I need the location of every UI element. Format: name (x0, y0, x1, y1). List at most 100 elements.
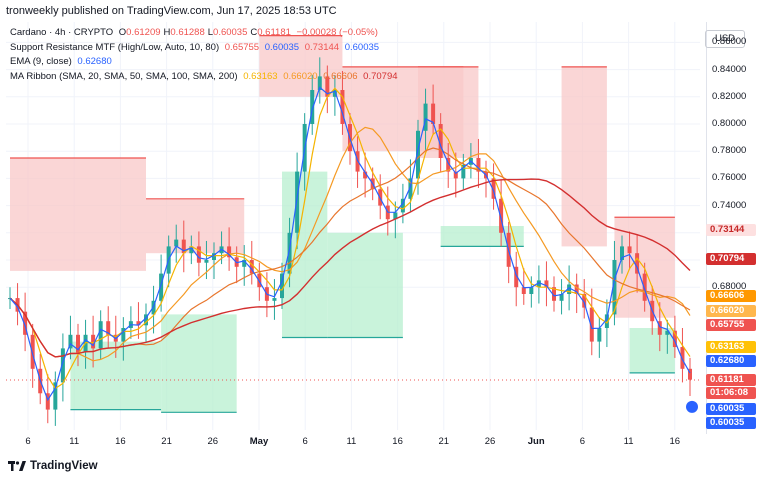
legend-ema-row[interactable]: EMA (9, close) 0.62680 (10, 55, 398, 70)
candle-body (597, 328, 602, 342)
candle-body (60, 348, 65, 383)
candle-body (295, 171, 300, 233)
y-tick-label: 0.84000 (712, 63, 747, 75)
candle-body (280, 273, 284, 299)
sr-value-4: 0.60035 (344, 41, 380, 53)
candle-body (620, 246, 624, 260)
price-tag: 0.70794 (706, 253, 756, 265)
price-tag: 0.60035 (706, 403, 756, 415)
candle-body (317, 76, 322, 90)
tradingview-logo-icon (8, 461, 26, 471)
ribbon-value-1: 0.63163 (243, 70, 278, 82)
event-flag-icon (686, 400, 698, 413)
x-tick-label: 26 (207, 436, 219, 447)
candle-body (68, 334, 73, 349)
price-tag: 0.63163 (706, 341, 756, 353)
publisher-line: tronweekly published on TradingView.com,… (6, 5, 337, 17)
price-tag: 0.65755 (706, 319, 756, 331)
candle-body (30, 334, 35, 369)
x-tick-label: 11 (623, 436, 634, 447)
y-tick-label: 0.80000 (712, 118, 747, 129)
candle-body (604, 314, 609, 328)
ohlc-value: 0.61181 (257, 27, 291, 38)
x-tick-label: 6 (579, 436, 586, 447)
candle-body (144, 314, 148, 326)
candle-body (189, 246, 194, 254)
candle-body (514, 266, 519, 288)
candle-body (446, 158, 451, 172)
x-tick-label: 26 (484, 436, 496, 447)
candle-body (363, 171, 368, 179)
currency-button[interactable]: USD (705, 30, 745, 48)
ohlc-key: C (250, 27, 258, 38)
resistance-zone (418, 66, 479, 158)
candle-body (53, 382, 58, 410)
support-zone (327, 232, 403, 338)
resistance-zone (146, 198, 245, 254)
x-tick-label: 11 (346, 436, 357, 447)
x-tick-label: May (249, 436, 269, 447)
sr-value-2: 0.60035 (264, 41, 300, 53)
legend-ribbon-row[interactable]: MA Ribbon (SMA, 20, SMA, 50, SMA, 100, S… (10, 70, 398, 85)
symbol-name[interactable]: Cardano · 4h · CRYPTO (10, 27, 114, 38)
candle-body (453, 171, 458, 179)
tradingview-footer: TradingView (8, 460, 98, 472)
candle-body (544, 280, 549, 288)
candle-body (196, 246, 201, 263)
candle-body (340, 90, 345, 124)
ohlc-l: L0.60035 (208, 27, 248, 38)
chart-legend: Cardano · 4h · CRYPTO O0.61209 H0.61288 L0… (10, 26, 398, 84)
ohlc-key: H (163, 27, 171, 38)
price-tag: 0.60035 (706, 417, 756, 429)
price-tag: 0.66606 (706, 290, 756, 302)
y-tick-label: 0.74000 (712, 199, 747, 211)
price-tag: 0.73144 (706, 224, 756, 236)
candle-body (204, 260, 209, 263)
ohlc-value: 0.60035 (213, 27, 248, 38)
y-tick-label: 0.82000 (712, 90, 747, 102)
legend-sr-row[interactable]: Support Resistance MTF (High/Low, Auto, … (10, 41, 398, 56)
x-tick-label: 21 (161, 436, 172, 447)
ribbon-value-4: 0.70794 (363, 70, 398, 82)
ohlc-key: L (207, 27, 214, 38)
candle-body (400, 198, 405, 213)
x-tick-label: 6 (302, 436, 308, 447)
x-tick-label: 11 (69, 436, 80, 447)
ribbon-indicator-label: MA Ribbon (SMA, 20, SMA, 50, SMA, 100, S… (10, 70, 238, 82)
candle-body (121, 328, 126, 342)
candle-body (499, 198, 504, 233)
candle-body (491, 178, 496, 199)
candle-body (45, 393, 50, 410)
change-value: −0.00028 (−0.05%) (296, 27, 378, 38)
sr-value-1: 0.65755 (224, 41, 260, 53)
candle-body (242, 260, 247, 267)
candle-body (521, 287, 526, 294)
candle-body (665, 330, 670, 335)
y-tick-label: 0.76000 (712, 172, 747, 184)
candle-body (582, 294, 587, 308)
x-tick-label: 21 (438, 436, 450, 447)
candle-body (559, 294, 564, 301)
candle-body (416, 130, 420, 179)
ohlc-h: H0.61288 (164, 27, 205, 38)
price-tag: 0.61181 (706, 374, 756, 386)
candle-body (212, 253, 216, 260)
candle-body (536, 280, 541, 288)
price-tag: 0.66020 (706, 305, 756, 317)
y-tick-label: 0.86000 (712, 36, 747, 48)
candle-body (672, 330, 677, 348)
sma50-line (9, 126, 691, 362)
legend-symbol-row: Cardano · 4h · CRYPTO O0.61209 H0.61288 L0… (10, 26, 398, 41)
brand-name: TradingView (30, 460, 98, 472)
candle-body (393, 212, 398, 220)
candle-body (476, 158, 481, 172)
x-tick-label: 6 (25, 436, 31, 447)
candle-body (181, 239, 186, 254)
candle-body (136, 321, 141, 326)
ohlc-value: 0.61288 (170, 27, 205, 38)
x-tick-label: Jun (527, 436, 545, 447)
candle-body (612, 260, 617, 315)
candle-body (657, 321, 662, 335)
x-tick-label: 16 (392, 436, 403, 447)
